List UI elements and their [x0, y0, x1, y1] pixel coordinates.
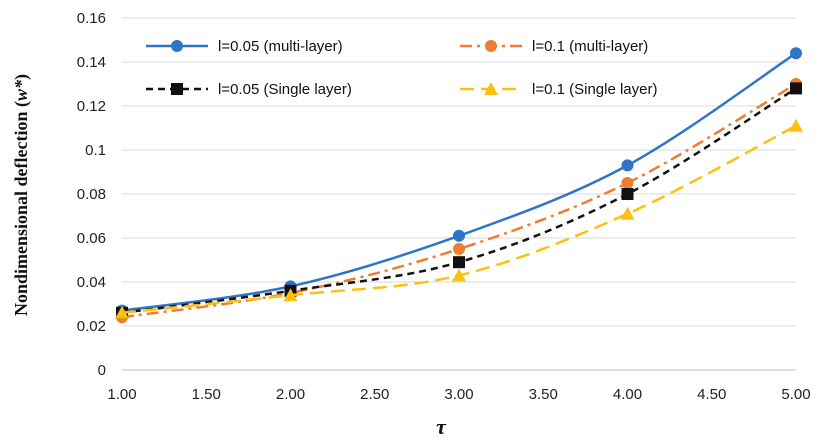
y-axis-title: Nondimensional deflection (w*)	[11, 74, 32, 316]
data-point	[283, 288, 298, 302]
x-tick-label: 2.00	[276, 386, 305, 403]
data-point	[790, 82, 802, 95]
y-tick-label: 0.14	[77, 54, 106, 71]
tick-labels: 0 0.02 0.04 0.06 0.08 0.1 0.12 0.14 0.16 1.00 1.50…	[77, 10, 811, 403]
data-point	[453, 229, 465, 242]
y-tick-label: 0.12	[77, 98, 106, 115]
x-tick-label: 5.00	[781, 386, 810, 403]
series-3	[116, 82, 802, 319]
y-tick-label: 0.08	[77, 186, 106, 203]
legend-item: l=0.1 (Single layer)	[460, 81, 657, 98]
y-tick-label: 0	[98, 362, 106, 379]
x-tick-label: 1.50	[192, 386, 221, 403]
x-tick-label: 4.50	[697, 386, 726, 403]
data-point	[621, 177, 634, 189]
y-tick-label: 0.02	[77, 318, 106, 335]
legend-marker	[484, 82, 498, 95]
legend-label: l=0.05 (multi-layer)	[218, 38, 343, 55]
series-4	[115, 118, 803, 319]
legend-marker	[171, 40, 183, 52]
legend-item: l=0.1 (multi-layer)	[460, 38, 648, 55]
data-point	[790, 47, 802, 60]
data-point	[453, 243, 465, 255]
data-point	[621, 188, 634, 200]
legend-item: l=0.05 (Single layer)	[146, 81, 352, 98]
legend-label: l=0.05 (Single layer)	[218, 81, 352, 98]
series-lines	[115, 47, 803, 324]
legend-item: l=0.05 (multi-layer)	[146, 38, 343, 55]
data-point	[621, 159, 634, 172]
legend-label: l=0.1 (multi-layer)	[532, 38, 648, 55]
data-point	[452, 268, 466, 282]
legend-marker	[485, 40, 497, 52]
data-point	[453, 256, 465, 269]
data-point	[115, 305, 129, 319]
x-tick-label: 4.00	[613, 386, 642, 403]
series-2	[116, 78, 802, 324]
data-point	[620, 206, 635, 220]
legend: l=0.05 (multi-layer) l=0.1 (multi-layer) l…	[146, 38, 657, 98]
data-point	[789, 118, 803, 132]
x-tick-label: 3.50	[529, 386, 558, 403]
y-tick-label: 0.16	[77, 10, 106, 27]
x-tick-label: 1.00	[107, 386, 136, 403]
x-tick-label: 2.50	[360, 386, 389, 403]
y-tick-label: 0.06	[77, 230, 106, 247]
y-axis-title-text: Nondimensional deflection (	[11, 101, 32, 316]
legend-marker	[171, 83, 183, 95]
y-tick-label: 0.04	[77, 274, 106, 291]
x-tick-label: 3.00	[444, 386, 473, 403]
y-axis-title-close: )	[11, 74, 32, 80]
legend-label: l=0.1 (Single layer)	[532, 81, 657, 98]
y-tick-label: 0.1	[85, 142, 106, 159]
x-axis-title: τ	[436, 414, 447, 439]
y-axis-title-variable: w*	[11, 79, 31, 101]
